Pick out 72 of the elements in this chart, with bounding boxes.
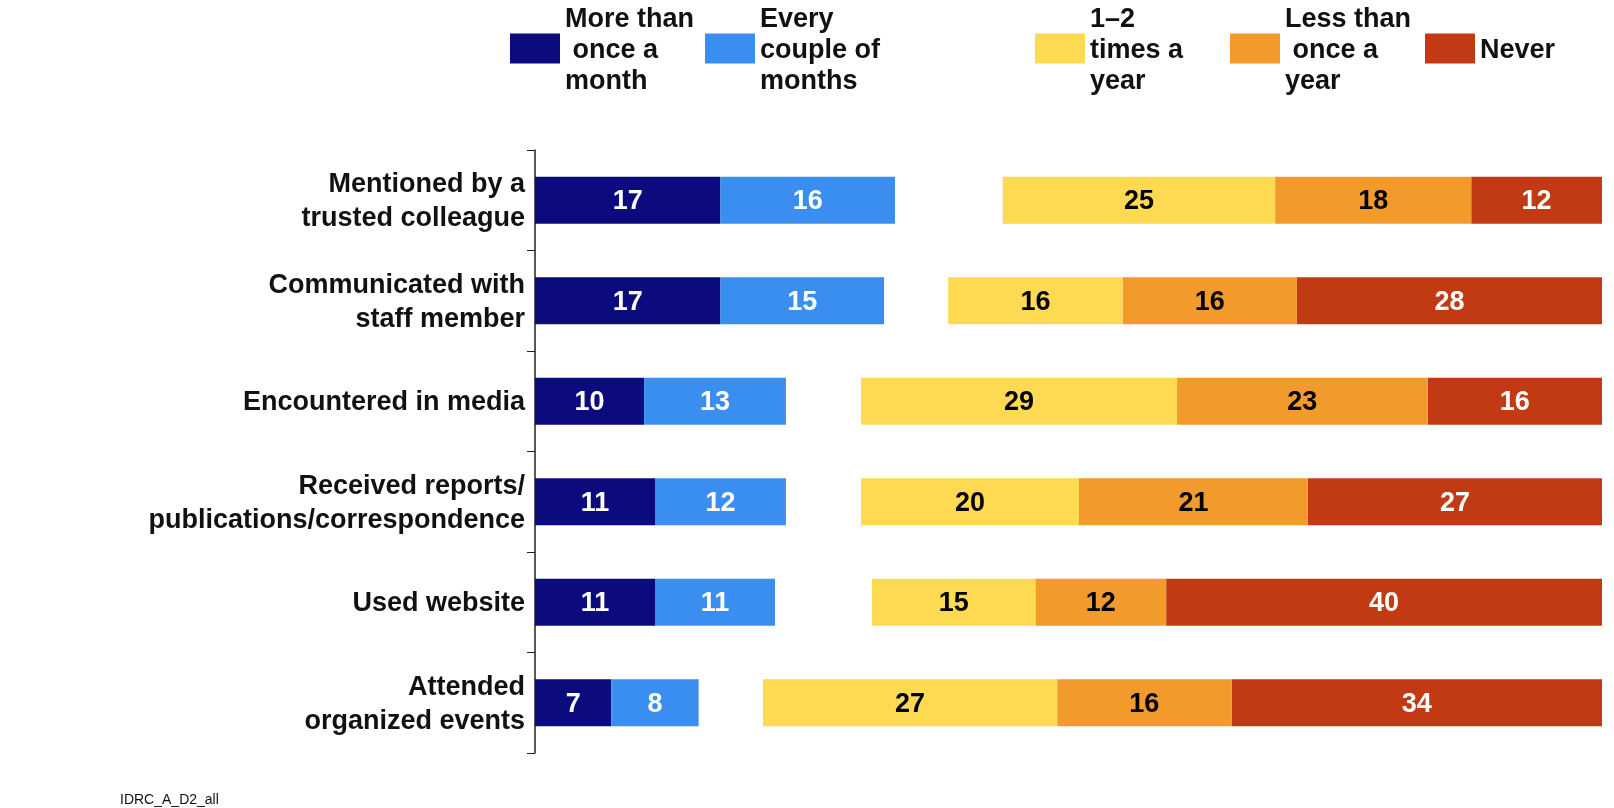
bar — [1078, 478, 1308, 526]
y-tick-label: Attended organized events — [304, 670, 525, 735]
bar — [1307, 478, 1602, 526]
bar — [1470, 176, 1602, 224]
bar — [947, 277, 1123, 325]
data-label: 11 — [700, 587, 730, 618]
bar — [1165, 578, 1602, 626]
data-label: 7 — [565, 687, 581, 718]
bar — [1274, 176, 1471, 224]
data-label: 20 — [954, 486, 985, 517]
bar — [871, 578, 1036, 626]
bar — [535, 176, 721, 224]
bar — [535, 578, 655, 626]
bar — [1035, 578, 1166, 626]
data-label: 15 — [938, 587, 969, 618]
bar — [1122, 277, 1297, 325]
y-tick-label: Received reports/ publications/correspondence — [148, 469, 526, 534]
bar — [535, 679, 612, 727]
data-label: 11 — [580, 587, 610, 618]
data-label: 10 — [574, 386, 605, 417]
legend-label: Less than once a year — [1284, 2, 1411, 95]
data-label: 25 — [1123, 185, 1154, 216]
bar — [720, 277, 885, 325]
legend-label: 1–2 times a year — [1089, 2, 1191, 95]
data-label: 34 — [1401, 687, 1432, 718]
data-label: 18 — [1357, 185, 1388, 216]
bar — [1056, 679, 1232, 727]
data-label: 13 — [699, 386, 731, 417]
legend-label: Never — [1479, 33, 1556, 64]
bar — [655, 478, 786, 526]
data-label: 27 — [894, 687, 925, 718]
data-label: 16 — [1129, 687, 1160, 718]
data-label: 29 — [1003, 386, 1034, 417]
data-label: 17 — [612, 285, 643, 316]
bar — [655, 578, 775, 626]
bar — [644, 377, 786, 425]
data-label: 16 — [792, 185, 823, 216]
bar — [1002, 176, 1275, 224]
data-label: 16 — [1020, 285, 1051, 316]
bar — [1176, 377, 1428, 425]
bar — [611, 679, 699, 727]
bar — [535, 478, 655, 526]
bar — [762, 679, 1057, 727]
bar — [1296, 277, 1602, 325]
bar — [1427, 377, 1602, 425]
data-label: 15 — [787, 285, 818, 316]
data-label: 21 — [1178, 486, 1209, 517]
data-label: 16 — [1499, 386, 1530, 417]
legend-label: Every couple of months — [760, 2, 888, 95]
data-label: 11 — [580, 486, 610, 517]
data-label: 28 — [1434, 285, 1465, 316]
bar — [860, 478, 1079, 526]
y-tick-label: Encountered in media — [242, 386, 526, 417]
bar — [535, 277, 721, 325]
bar — [535, 377, 645, 425]
data-label: 8 — [647, 687, 663, 718]
data-label: 12 — [1085, 587, 1116, 618]
data-label: 12 — [705, 486, 736, 517]
text: IDRC_A_D2_all — [120, 791, 219, 807]
data-label: 40 — [1368, 587, 1399, 618]
y-tick-label: Mentioned by a trusted colleague — [301, 168, 526, 233]
y-tick-label: Communicated with staff member — [268, 268, 526, 333]
bar — [720, 176, 895, 224]
y-tick-label: Used website — [352, 587, 525, 618]
data-label: 12 — [1521, 185, 1552, 216]
data-label: 16 — [1194, 285, 1225, 316]
bar — [1231, 679, 1602, 727]
legend-label: More than once a month — [565, 2, 695, 95]
bar — [860, 377, 1177, 425]
data-label: 27 — [1439, 486, 1470, 517]
data-label: 17 — [612, 185, 643, 216]
data-label: 23 — [1287, 386, 1318, 417]
